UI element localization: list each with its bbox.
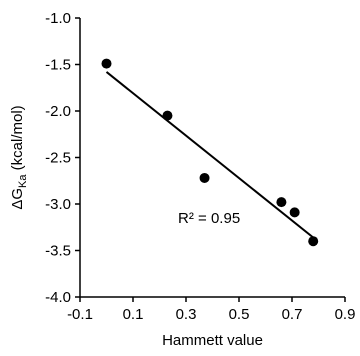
y-tick-label: -1.5 — [45, 57, 71, 74]
x-tick-label: 0.5 — [229, 306, 250, 323]
y-tick-label: -4.0 — [45, 289, 71, 306]
y-tick-label: -2.0 — [45, 103, 71, 120]
y-tick-label: -1.0 — [45, 10, 71, 27]
y-axis-title-rest: (kcal/mol) — [9, 105, 26, 174]
data-point — [101, 58, 112, 69]
data-point — [308, 236, 319, 247]
y-axis-title: ΔGKa (kcal/mol) — [9, 105, 29, 209]
y-tick-label: -3.0 — [45, 196, 71, 213]
data-point — [276, 197, 287, 208]
y-ticks: -1.0 -1.5 -2.0 -2.5 -3.0 -3.5 -4.0 — [45, 10, 80, 306]
x-tick-label: 0.9 — [335, 306, 356, 323]
trend-line — [105, 71, 314, 239]
r-squared-annotation: R² = 0.95 — [178, 210, 240, 227]
x-axis-title: Hammett value — [162, 332, 263, 349]
x-ticks: -0.1 0.1 0.3 0.5 0.7 0.9 — [67, 297, 355, 323]
data-points — [101, 58, 319, 247]
data-point — [289, 207, 300, 218]
x-tick-label: 0.7 — [282, 306, 303, 323]
data-point — [162, 110, 173, 121]
x-tick-label: -0.1 — [67, 306, 93, 323]
y-axis-title-main: ΔG — [9, 188, 26, 210]
x-tick-label: 0.1 — [123, 306, 144, 323]
data-point — [199, 172, 210, 183]
y-tick-label: -3.5 — [45, 243, 71, 260]
y-tick-label: -2.5 — [45, 150, 71, 167]
y-axis-title-subscript: Ka — [17, 174, 29, 188]
x-tick-label: 0.3 — [176, 306, 197, 323]
